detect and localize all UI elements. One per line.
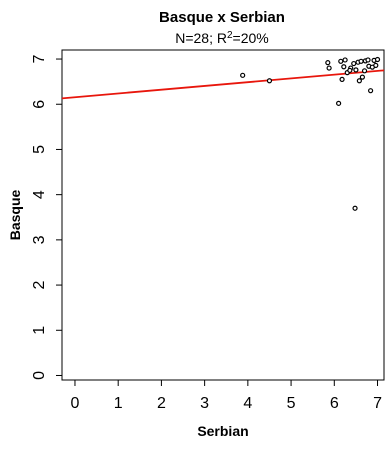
y-tick-label: 7 [31,54,48,63]
y-tick-label: 1 [31,326,48,335]
data-point [352,205,358,211]
data-point [374,56,381,63]
x-tick-label: 5 [287,395,296,412]
x-tick-label: 2 [157,395,166,412]
data-point [351,60,357,67]
y-axis-label: Basque [7,190,23,241]
y-tick-label: 6 [31,100,48,109]
plot-frame [61,49,385,381]
data-point [341,64,347,70]
x-tick-label: 1 [114,395,123,412]
chart-title: Basque x Serbian [159,9,285,26]
data-point [336,100,342,106]
data-point [373,62,379,68]
data-point [359,74,365,80]
data-point [339,76,345,82]
data-point [365,57,371,63]
y-tick-label: 4 [31,190,48,199]
data-point [240,72,246,78]
x-tick-label: 3 [200,395,209,412]
y-tick-label: 2 [31,281,48,290]
y-axis: 0 1 2 3 4 5 6 7 [31,54,62,380]
x-tick-label: 7 [373,395,382,412]
data-point [325,60,331,66]
data-point [358,58,364,64]
x-tick-label: 0 [71,395,80,412]
y-tick-label: 5 [31,145,48,154]
y-tick-label: 0 [31,371,48,380]
data-point [347,67,353,73]
data-point [356,78,362,84]
subtitle-suffix: =20% [233,30,269,46]
x-axis-label: Serbian [197,423,248,439]
regression-line [61,69,385,100]
data-point [368,88,374,94]
x-axis: 0 1 2 3 4 5 6 7 [71,380,382,412]
data-point [266,78,273,84]
data-point [326,65,332,71]
data-point [361,68,368,74]
x-tick-label: 4 [243,395,252,412]
data-point [342,57,348,63]
data-point [338,58,344,64]
subtitle-superscript: 2 [227,30,233,41]
chart-subtitle: N=28; R2=20% [175,30,269,46]
data-point [353,67,359,73]
subtitle-prefix: N=28; R [175,30,227,46]
y-tick-label: 3 [31,235,48,244]
data-points [240,56,381,211]
x-tick-label: 6 [330,395,339,412]
